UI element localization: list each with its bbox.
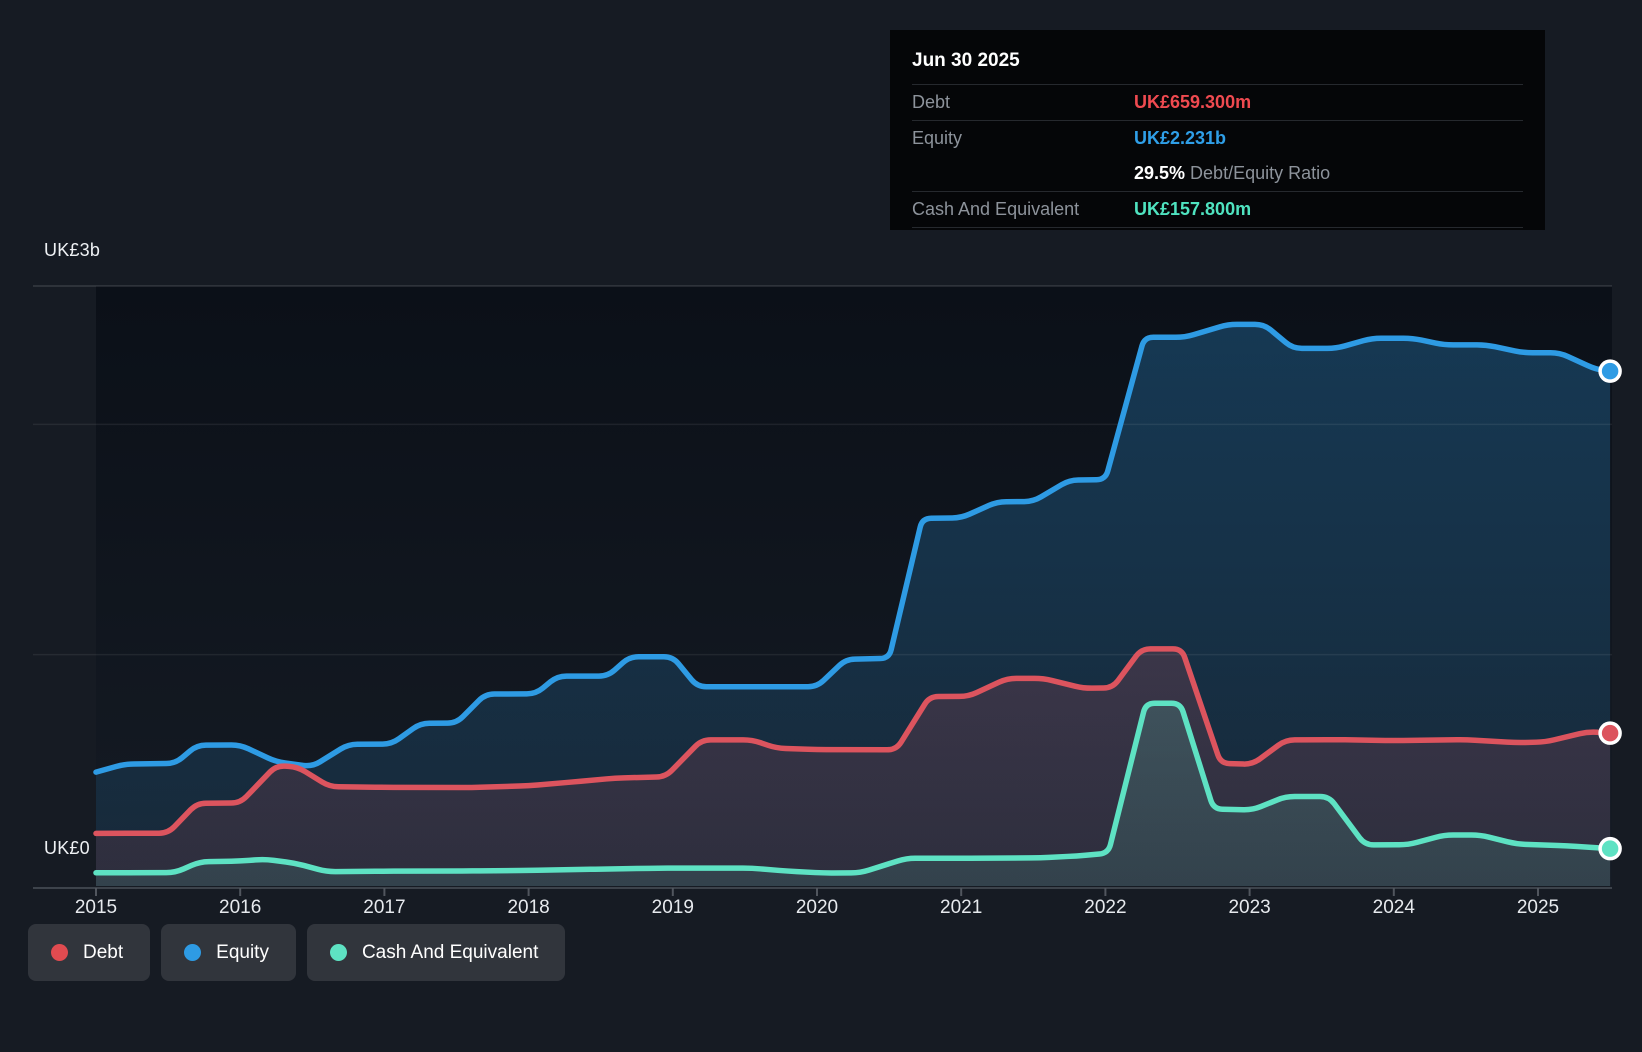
x-axis-label-2017: 2017 — [363, 897, 406, 918]
cash-and-equivalent-line — [93, 700, 1613, 876]
tooltip-equity-value: UK£2.231b — [1134, 128, 1227, 148]
legend-item-debt[interactable]: Debt — [28, 924, 151, 981]
legend-item-cash[interactable]: Cash And Equivalent — [306, 924, 566, 981]
legend-item-equity[interactable]: Equity — [161, 924, 296, 981]
tooltip-ratio-row: 29.5% Debt/Equity Ratio — [912, 156, 1523, 192]
y-axis-zero-label: UK£0 — [44, 838, 90, 858]
y-axis-max-label: UK£3b — [44, 240, 101, 260]
x-axis-label-2024: 2024 — [1372, 897, 1415, 918]
cash-and-equivalent-area — [96, 703, 1611, 886]
debt-legend-dot-icon — [51, 944, 68, 961]
debt-endpoint-marker[interactable] — [1598, 721, 1622, 745]
tooltip-date: Jun 30 2025 — [912, 42, 1523, 85]
x-axis-label-2025: 2025 — [1516, 897, 1560, 918]
x-axis-label-2016: 2016 — [219, 897, 262, 918]
equity-legend-dot-icon — [184, 944, 202, 961]
equity-line — [93, 321, 1613, 775]
chart-tooltip: Jun 30 2025 Debt UK£659.300m Equity UK£2… — [890, 30, 1545, 230]
tooltip-debt-label: Debt — [912, 92, 951, 112]
legend-item-debt-label: Debt — [83, 941, 124, 963]
legend-item-cash-label: Cash And Equivalent — [361, 941, 539, 963]
cash-legend-dot-icon — [329, 944, 347, 961]
tooltip-debt-row: Debt UK£659.300m — [912, 85, 1523, 121]
legend-item-equity-label: Equity — [216, 941, 269, 963]
equity-area — [96, 324, 1611, 886]
x-axis-label-2021: 2021 — [940, 897, 983, 918]
equity-endpoint-marker[interactable] — [1598, 359, 1622, 383]
tooltip-cash-row: Cash And Equivalent UK£157.800m — [912, 192, 1523, 228]
tooltip-ratio-value: 29.5% — [1134, 163, 1186, 183]
tooltip-equity-label: Equity — [912, 128, 963, 148]
x-axis-label-2019: 2019 — [651, 897, 694, 918]
tooltip-cash-value: UK£157.800m — [1134, 199, 1252, 219]
debt-line — [93, 646, 1613, 837]
tooltip-ratio-label: Debt/Equity Ratio — [1185, 163, 1331, 183]
tooltip-cash-label: Cash And Equivalent — [912, 199, 1080, 219]
chart-legend: Debt Equity Cash And Equivalent — [28, 924, 566, 981]
tooltip-debt-value: UK£659.300m — [1134, 92, 1252, 112]
cash-and-equivalent-endpoint-marker[interactable] — [1598, 836, 1622, 861]
x-axis-label-2015: 2015 — [74, 897, 118, 918]
x-axis-label-2020: 2020 — [795, 897, 839, 918]
x-axis-label-2022: 2022 — [1084, 897, 1127, 918]
x-axis-label-2018: 2018 — [507, 897, 550, 918]
tooltip-equity-row: Equity UK£2.231b — [912, 121, 1523, 156]
x-axis-label-2023: 2023 — [1228, 897, 1271, 918]
